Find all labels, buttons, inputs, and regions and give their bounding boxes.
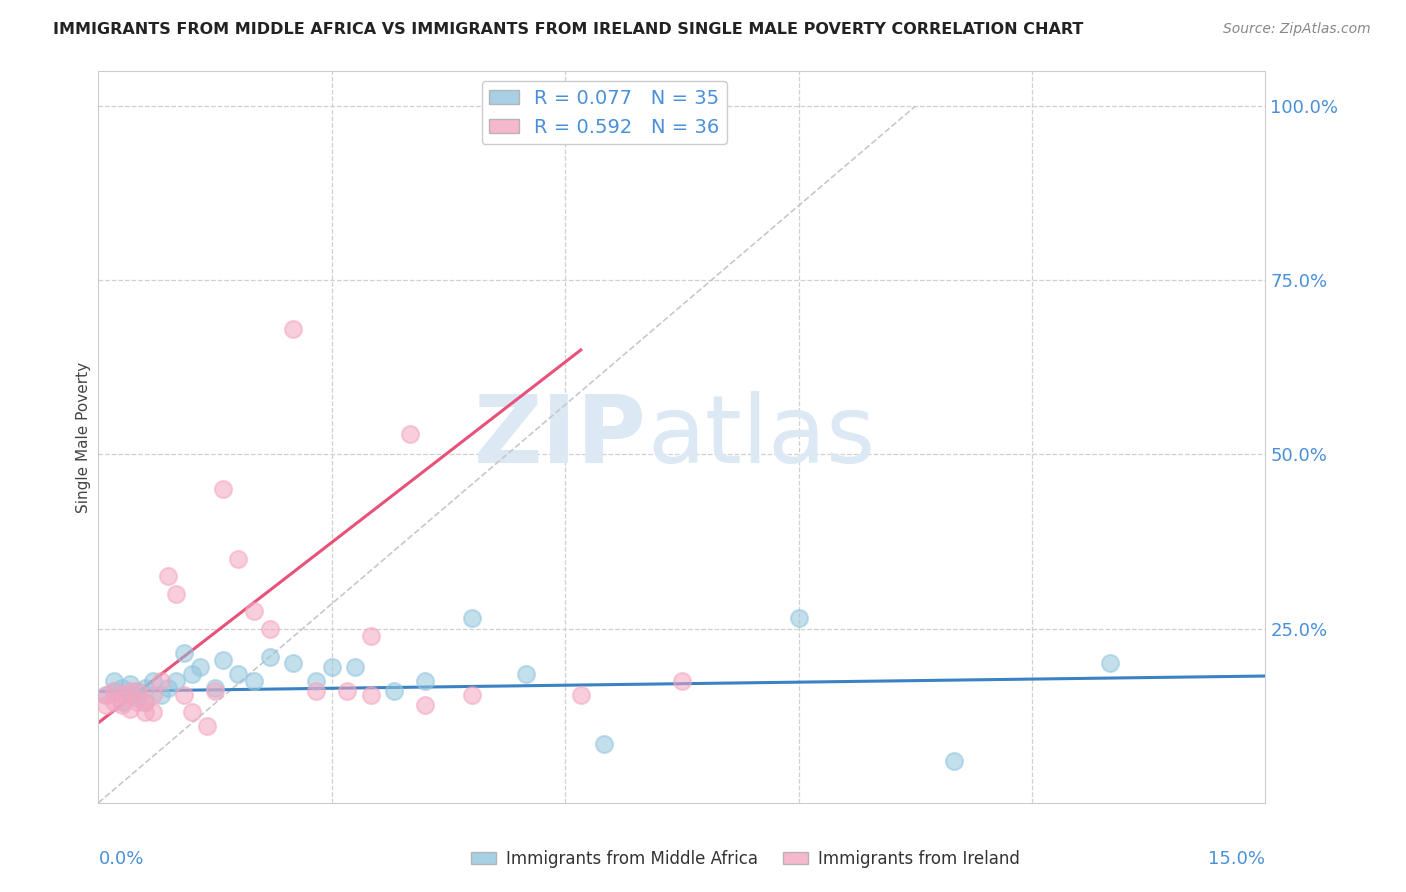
Point bbox=[103, 695, 125, 709]
Point bbox=[127, 684, 149, 698]
Text: ZIP: ZIP bbox=[474, 391, 647, 483]
Text: Source: ZipAtlas.com: Source: ZipAtlas.com bbox=[1223, 22, 1371, 37]
Point bbox=[228, 667, 250, 681]
Point bbox=[149, 688, 172, 702]
Point bbox=[134, 695, 156, 709]
Text: 0.0%: 0.0% bbox=[98, 850, 143, 868]
Point bbox=[142, 673, 165, 688]
Point bbox=[413, 698, 436, 713]
Point bbox=[127, 684, 149, 698]
Text: atlas: atlas bbox=[647, 391, 875, 483]
Point bbox=[188, 660, 211, 674]
Point bbox=[569, 688, 592, 702]
Point bbox=[173, 688, 195, 702]
Legend: Immigrants from Middle Africa, Immigrants from Ireland: Immigrants from Middle Africa, Immigrant… bbox=[464, 844, 1026, 875]
Point bbox=[461, 611, 484, 625]
Point bbox=[157, 681, 180, 695]
Point bbox=[360, 629, 382, 643]
Point bbox=[127, 695, 149, 709]
Point bbox=[1098, 657, 1121, 671]
Point bbox=[142, 705, 165, 719]
Point bbox=[134, 695, 156, 709]
Point bbox=[111, 688, 134, 702]
Point bbox=[212, 653, 235, 667]
Point bbox=[243, 604, 266, 618]
Point bbox=[103, 684, 125, 698]
Point bbox=[515, 120, 537, 134]
Point bbox=[118, 684, 141, 698]
Point bbox=[671, 673, 693, 688]
Point bbox=[103, 673, 125, 688]
Point bbox=[204, 681, 226, 695]
Point bbox=[398, 426, 420, 441]
Point bbox=[96, 688, 118, 702]
Point bbox=[165, 673, 187, 688]
Point bbox=[787, 611, 810, 625]
Point bbox=[149, 673, 172, 688]
Point bbox=[336, 684, 359, 698]
Point bbox=[118, 688, 141, 702]
Point bbox=[382, 684, 405, 698]
Point bbox=[344, 660, 367, 674]
Point bbox=[103, 684, 125, 698]
Point bbox=[96, 688, 118, 702]
Point bbox=[173, 646, 195, 660]
Point bbox=[118, 702, 141, 716]
Point bbox=[118, 677, 141, 691]
Point bbox=[321, 660, 343, 674]
Point bbox=[111, 681, 134, 695]
Point bbox=[142, 688, 165, 702]
Point bbox=[305, 673, 328, 688]
Point bbox=[134, 681, 156, 695]
Y-axis label: Single Male Poverty: Single Male Poverty bbox=[76, 361, 91, 513]
Legend: R = 0.077   N = 35, R = 0.592   N = 36: R = 0.077 N = 35, R = 0.592 N = 36 bbox=[482, 81, 727, 145]
Point bbox=[259, 622, 281, 636]
Point bbox=[305, 684, 328, 698]
Point bbox=[165, 587, 187, 601]
Point bbox=[111, 698, 134, 713]
Point bbox=[461, 688, 484, 702]
Point bbox=[127, 691, 149, 706]
Point bbox=[360, 688, 382, 702]
Point bbox=[157, 569, 180, 583]
Point bbox=[180, 667, 202, 681]
Point bbox=[195, 719, 218, 733]
Text: IMMIGRANTS FROM MIDDLE AFRICA VS IMMIGRANTS FROM IRELAND SINGLE MALE POVERTY COR: IMMIGRANTS FROM MIDDLE AFRICA VS IMMIGRA… bbox=[53, 22, 1084, 37]
Point bbox=[204, 684, 226, 698]
Point bbox=[180, 705, 202, 719]
Point bbox=[281, 322, 304, 336]
Point bbox=[943, 754, 966, 768]
Point bbox=[212, 483, 235, 497]
Point bbox=[243, 673, 266, 688]
Point bbox=[515, 667, 537, 681]
Point bbox=[281, 657, 304, 671]
Text: 15.0%: 15.0% bbox=[1208, 850, 1265, 868]
Point bbox=[111, 695, 134, 709]
Point bbox=[134, 705, 156, 719]
Point bbox=[96, 698, 118, 713]
Point bbox=[228, 552, 250, 566]
Point bbox=[259, 649, 281, 664]
Point bbox=[413, 673, 436, 688]
Point bbox=[593, 737, 616, 751]
